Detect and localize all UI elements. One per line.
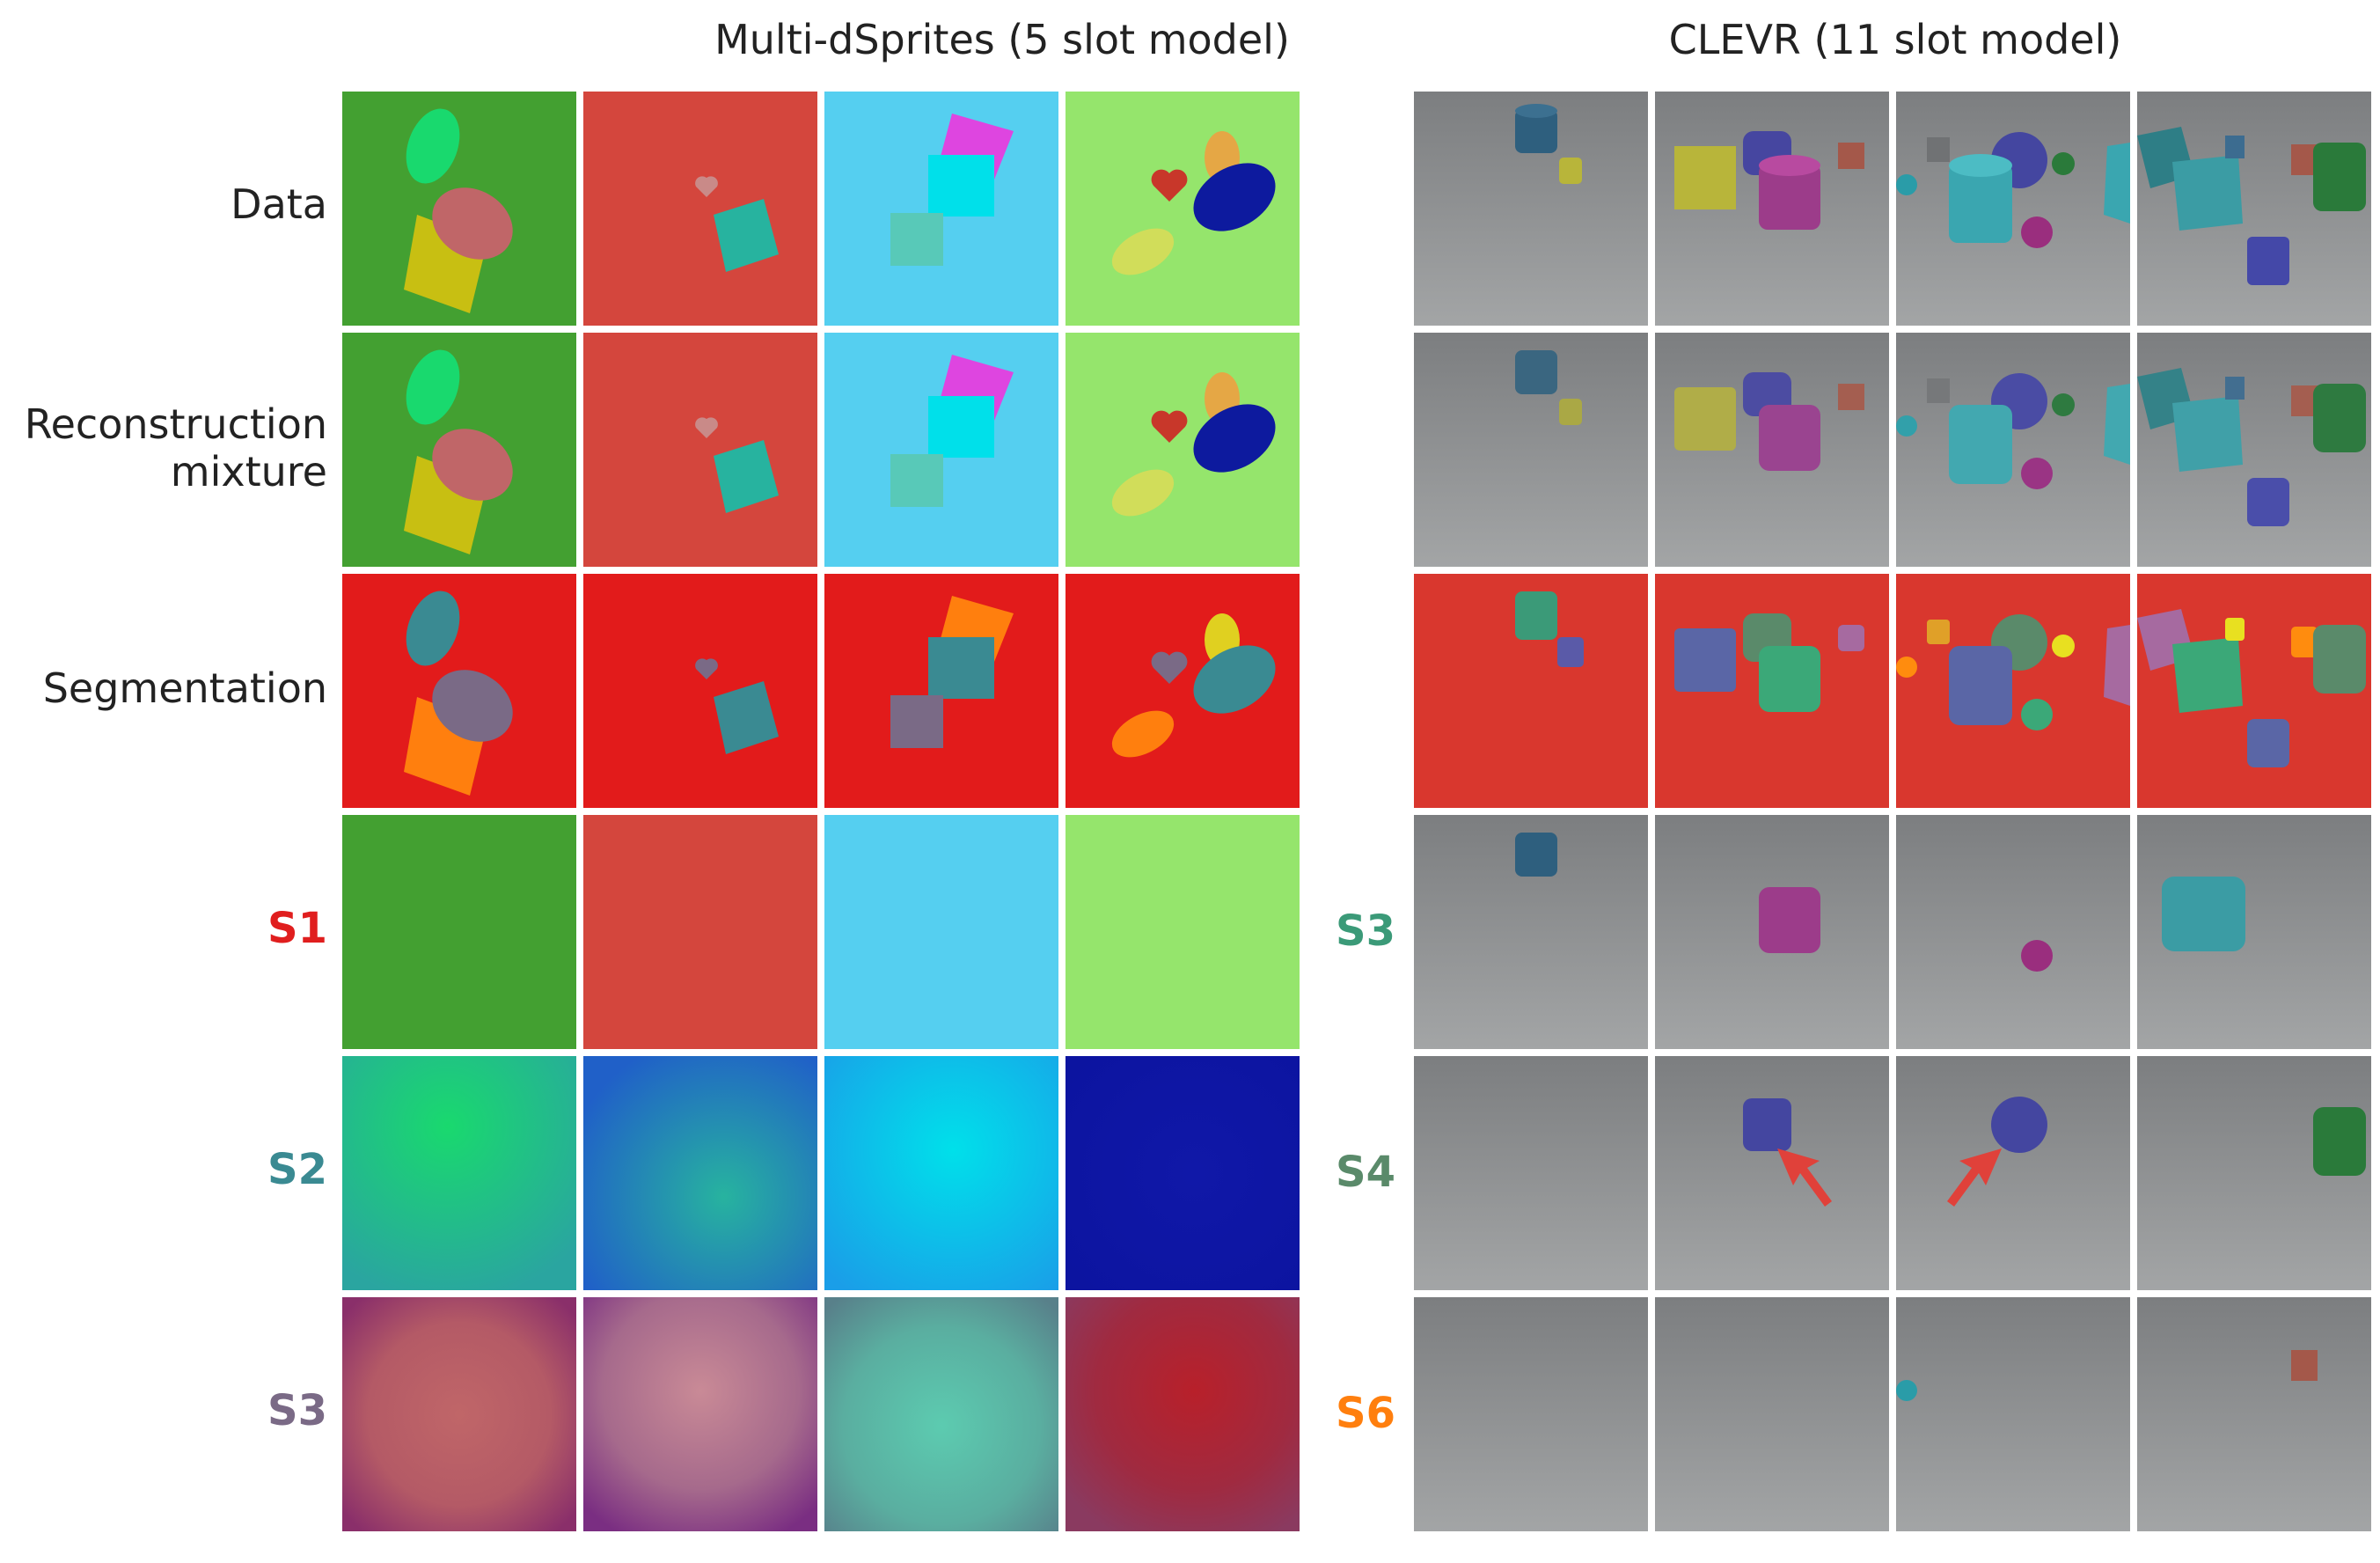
clevr-s4-3: [1896, 1056, 2130, 1290]
clevr-recon-1: [1414, 333, 1648, 567]
dsprites-data-1: [342, 92, 576, 326]
right-slot-label-s6: S6: [1336, 1389, 1395, 1438]
dsprites-data-2: [583, 92, 817, 326]
clevr-s4-1: [1414, 1056, 1648, 1290]
dsprites-seg-3: [824, 574, 1058, 808]
dsprites-s1-2: [583, 815, 817, 1049]
clevr-data-2: [1655, 92, 1889, 326]
clevr-s4-2: [1655, 1056, 1889, 1290]
right-image-grid: [1414, 92, 2371, 1531]
clevr-s6-4: [2137, 1297, 2371, 1531]
dsprites-recon-2: [583, 333, 817, 567]
red-arrow-icon: [1777, 1148, 1832, 1207]
clevr-recon-3: [1896, 333, 2130, 567]
clevr-data-4: [2137, 92, 2371, 326]
dsprites-recon-3: [824, 333, 1058, 567]
clevr-seg-2: [1655, 574, 1889, 808]
row-label-s3: S3: [267, 1386, 327, 1435]
dsprites-data-3: [824, 92, 1058, 326]
dsprites-s3-2: [583, 1297, 817, 1531]
dsprites-s1-4: [1066, 815, 1300, 1049]
dsprites-s1-3: [824, 815, 1058, 1049]
red-arrow-icon: [1947, 1148, 2002, 1207]
row-label-s2: S2: [267, 1145, 327, 1194]
row-label-segmentation: Segmentation: [42, 664, 327, 712]
dsprites-s2-3: [824, 1056, 1058, 1290]
clevr-seg-3: [1896, 574, 2130, 808]
clevr-s6-1: [1414, 1297, 1648, 1531]
dsprites-s1-1: [342, 815, 576, 1049]
clevr-recon-2: [1655, 333, 1889, 567]
dsprites-seg-4: [1066, 574, 1300, 808]
dsprites-s2-4: [1066, 1056, 1300, 1290]
dsprites-s3-1: [342, 1297, 576, 1531]
clevr-data-1: [1414, 92, 1648, 326]
clevr-s3-1: [1414, 815, 1648, 1049]
dsprites-seg-1: [342, 574, 576, 808]
dsprites-recon-4: [1066, 333, 1300, 567]
left-image-grid: [342, 92, 1300, 1531]
clevr-seg-1: [1414, 574, 1648, 808]
clevr-s6-2: [1655, 1297, 1889, 1531]
dsprites-s2-1: [342, 1056, 576, 1290]
clevr-recon-4: [2137, 333, 2371, 567]
clevr-data-3: [1896, 92, 2130, 326]
row-label-reconstruction: Reconstruction mixture: [24, 400, 327, 495]
clevr-s6-3: [1896, 1297, 2130, 1531]
right-panel-title: CLEVR (11 slot model): [1668, 16, 2122, 63]
clevr-s3-2: [1655, 815, 1889, 1049]
clevr-s4-4: [2137, 1056, 2371, 1290]
row-label-data: Data: [231, 180, 327, 228]
dsprites-data-4: [1066, 92, 1300, 326]
clevr-seg-4: [2137, 574, 2371, 808]
dsprites-s3-4: [1066, 1297, 1300, 1531]
row-label-s1: S1: [267, 904, 327, 953]
dsprites-s3-3: [824, 1297, 1058, 1531]
clevr-s3-3: [1896, 815, 2130, 1049]
left-panel-title: Multi-dSprites (5 slot model): [714, 16, 1290, 63]
dsprites-seg-2: [583, 574, 817, 808]
right-slot-label-s3: S3: [1336, 906, 1395, 956]
clevr-s3-4: [2137, 815, 2371, 1049]
dsprites-recon-1: [342, 333, 576, 567]
right-slot-label-s4: S4: [1336, 1148, 1395, 1197]
dsprites-s2-2: [583, 1056, 817, 1290]
